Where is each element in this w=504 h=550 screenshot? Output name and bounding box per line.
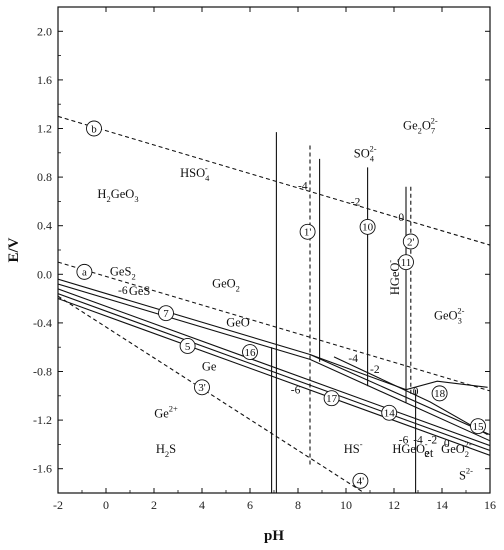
- circled-marker-2: [299, 223, 316, 240]
- boundary-line-18: [333, 356, 488, 436]
- region-label-1: SO42-: [354, 144, 377, 164]
- y-tick-label-1: 1.6: [37, 73, 52, 87]
- circled-marker-8: [242, 344, 258, 361]
- circled-marker-14: [352, 472, 369, 489]
- circled-marker-3: [359, 218, 376, 235]
- y-tick-label-9: -1.6: [33, 462, 52, 476]
- boundary-line-1: [58, 115, 490, 246]
- lines-layer: [58, 115, 490, 493]
- x-tick-label-5: 8: [295, 498, 301, 512]
- region-label-11: H2S: [156, 442, 176, 459]
- circled-marker-label-0: b: [91, 123, 97, 135]
- x-tick-label-6: 10: [340, 498, 352, 512]
- boundary-line-17: [309, 353, 488, 391]
- boundary-line-6: [58, 288, 490, 447]
- circled-marker-label-13: 15: [473, 421, 485, 433]
- y-tick-label-0: 2.0: [37, 24, 52, 38]
- contour-number-10: -2: [428, 435, 438, 447]
- circled-marker-label-8: 16: [245, 347, 257, 359]
- circled-marker-label-5: 11: [401, 257, 412, 269]
- contour-number-0: -4: [298, 181, 308, 193]
- circled-marker-label-2: 1': [304, 227, 312, 239]
- contour-number-3: -6: [118, 285, 128, 297]
- boundary-line-2: [58, 261, 490, 392]
- contour-number-1: -2: [351, 196, 361, 208]
- circled-marker-label-14: 4': [357, 476, 365, 488]
- boundary-line-3: [58, 295, 366, 493]
- y-tick-label-5: 0.0: [37, 267, 52, 281]
- region-label-6: GeO2: [212, 277, 240, 294]
- circled-marker-label-12: 18: [434, 388, 446, 400]
- boundary-line-7: [58, 293, 490, 452]
- circled-marker-9: [194, 379, 210, 396]
- region-label-9: GeO32-: [434, 305, 465, 325]
- ticks-layer: -2 0 2 4 6 8 10 12 14 16 2.0 1.6 1.2 0.8 0.4 0.0 -0.4 -0.…: [33, 7, 496, 512]
- circled-marker-label-10: 17: [326, 393, 338, 405]
- circled-marker-label-1: a: [82, 267, 87, 279]
- y-tick-label-3: 0.8: [37, 170, 52, 184]
- contour-number-7: -6: [291, 385, 301, 397]
- circled-marker-label-4: 2': [407, 236, 415, 248]
- contour-number-5: -2: [370, 364, 380, 376]
- separator-text-0: et: [424, 446, 434, 460]
- circled-marker-label-7: 5: [185, 341, 191, 353]
- contour-number-11: 0: [444, 438, 450, 450]
- x-tick-label-3: 4: [199, 498, 205, 512]
- y-tick-label-2: 1.2: [37, 122, 52, 136]
- region-label-0: Ge2O72-: [403, 116, 438, 136]
- region-label-5: GeS: [129, 284, 151, 298]
- circled-marker-6: [158, 305, 174, 322]
- contour-number-8: -6: [399, 435, 409, 447]
- y-axis-title: E/V: [6, 237, 22, 262]
- contour-number-4: -4: [348, 353, 358, 365]
- boundary-line-8: [58, 298, 490, 456]
- contour-number-2: 0: [398, 212, 404, 224]
- region-label-10: Ge2+: [154, 404, 178, 421]
- labels-layer: Ge2O72- SO42- HSO4- H2GeO3 GeS2 GeS GeO2 GeO Ge G…: [76, 116, 486, 489]
- circled-marker-label-6: 7: [163, 308, 169, 320]
- contour-number-6: 0: [413, 386, 419, 398]
- y-tick-label-8: -1.2: [33, 413, 52, 427]
- circled-marker-5: [398, 254, 414, 271]
- region-label-7: GeO: [226, 316, 250, 330]
- y-tick-label-6: -0.4: [33, 316, 52, 330]
- x-tick-label-4: 6: [247, 498, 253, 512]
- circled-marker-0: [86, 120, 102, 137]
- circled-marker-7: [179, 338, 196, 354]
- circled-marker-label-9: 3': [198, 382, 206, 394]
- region-label-13: HGeO2-: [392, 439, 429, 459]
- circled-marker-1: [76, 263, 93, 280]
- region-label-8: Ge: [202, 359, 217, 373]
- x-tick-label-1: 0: [103, 498, 109, 512]
- plot-frame: [57, 6, 491, 494]
- region-label-14: GeO22-: [441, 439, 472, 459]
- circled-marker-12: [431, 385, 448, 402]
- plot-border: [57, 6, 491, 494]
- boundary-line-5: [58, 283, 490, 442]
- circled-marker-13: [470, 418, 486, 435]
- x-tick-label-0: -2: [53, 498, 63, 512]
- circled-marker-label-3: 10: [362, 222, 374, 234]
- x-tick-label-8: 14: [436, 498, 448, 512]
- region-label-15: S2-: [459, 466, 473, 483]
- region-label-12: HS-: [344, 439, 363, 456]
- region-label-3: H2GeO3: [97, 187, 138, 204]
- y-tick-label-7: -0.8: [33, 365, 52, 379]
- region-label-2: HSO4-: [180, 163, 210, 183]
- circled-marker-10: [323, 390, 340, 407]
- circled-marker-4: [402, 233, 419, 250]
- x-tick-label-9: 16: [484, 498, 496, 512]
- y-tick-label-4: 0.4: [37, 219, 52, 233]
- x-axis-title: pH: [264, 528, 284, 544]
- x-tick-label-7: 12: [388, 498, 400, 512]
- circled-marker-label-11: 14: [384, 408, 396, 420]
- region-label-4: GeS2: [110, 265, 136, 282]
- x-tick-label-2: 2: [151, 498, 157, 512]
- contour-number-9: -4: [413, 435, 423, 447]
- circled-marker-11: [381, 404, 398, 421]
